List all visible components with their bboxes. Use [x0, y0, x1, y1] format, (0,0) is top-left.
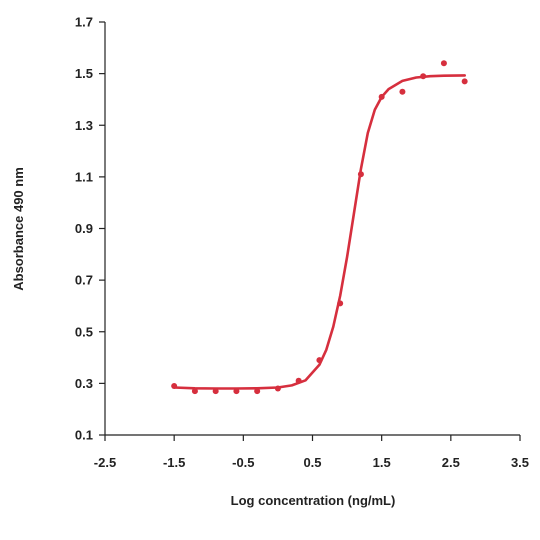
y-tick-label-1: 0.3 — [75, 376, 93, 391]
data-point-6 — [295, 377, 302, 384]
data-point-4 — [254, 388, 261, 395]
x-tick-label-3: 0.5 — [303, 455, 321, 470]
x-tick-label-2: -0.5 — [232, 455, 254, 470]
y-axis-title: Absorbance 490 nm — [11, 167, 26, 291]
y-tick-label-7: 1.5 — [75, 66, 93, 81]
ticks: 0.1 0.3 0.5 0.7 0.9 1.1 1.3 1.5 1.7 -2.5 -1.5 -0.5 0… — [75, 15, 529, 471]
data-point-11 — [399, 88, 406, 95]
data-point-0 — [171, 382, 178, 389]
x-tick-label-5: 2.5 — [442, 455, 460, 470]
data-point-5 — [274, 385, 281, 392]
marks — [171, 60, 468, 395]
x-tick-label-1: -1.5 — [163, 455, 185, 470]
x-tick-label-0: -2.5 — [94, 455, 116, 470]
y-tick-label-8: 1.7 — [75, 15, 93, 30]
data-point-8 — [337, 300, 344, 307]
y-tick-label-5: 1.1 — [75, 169, 93, 184]
data-point-3 — [233, 388, 240, 395]
y-tick-label-2: 0.5 — [75, 324, 93, 339]
y-tick-label-6: 1.3 — [75, 118, 93, 133]
y-tick-label-0: 0.1 — [75, 428, 93, 443]
x-tick-label-6: 3.5 — [511, 455, 529, 470]
data-point-9 — [357, 171, 364, 178]
fit-curve — [172, 74, 466, 390]
x-tick-label-4: 1.5 — [373, 455, 391, 470]
x-axis-title: Log concentration (ng/mL) — [231, 493, 396, 508]
data-point-12 — [420, 73, 427, 80]
y-tick-label-3: 0.7 — [75, 273, 93, 288]
data-point-2 — [212, 388, 219, 395]
data-point-1 — [191, 388, 198, 395]
data-point-13 — [440, 60, 447, 67]
data-point-7 — [316, 357, 323, 364]
data-point-14 — [461, 78, 468, 85]
y-tick-label-4: 0.9 — [75, 221, 93, 236]
data-point-10 — [378, 93, 385, 100]
